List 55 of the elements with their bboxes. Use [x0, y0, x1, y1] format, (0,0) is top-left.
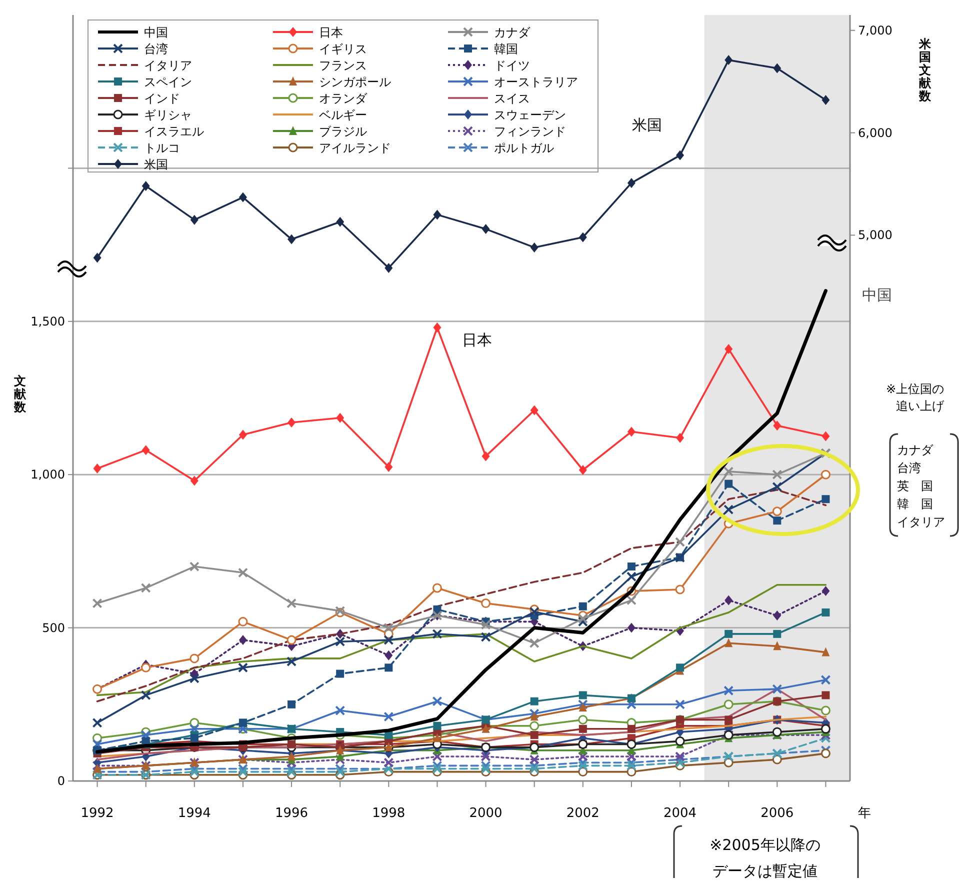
x-tick-label: 1996 — [274, 806, 308, 821]
legend-label: ギリシャ — [144, 108, 192, 122]
legend-label: 台湾 — [144, 42, 168, 56]
legend-label: シンガポール — [319, 75, 391, 89]
legend-label: トルコ — [144, 141, 180, 155]
x-tick-label: 2002 — [566, 806, 600, 821]
legend-label: イギリス — [319, 42, 367, 56]
legend-label: イタリア — [144, 58, 192, 72]
legend-label: ベルギー — [319, 108, 367, 122]
legend-label: インド — [144, 92, 180, 106]
legend-label: スウェーデン — [494, 108, 566, 122]
legend-label: オーストラリア — [494, 75, 578, 89]
y-tick-label: 0 — [57, 774, 65, 788]
legend-label: スペイン — [144, 75, 192, 89]
x-tick-label: 1992 — [80, 806, 114, 821]
y2-axis-title: 米国文献数 — [918, 37, 932, 103]
text: ※2005年以降の — [710, 836, 820, 854]
legend-label: 米国 — [144, 158, 168, 172]
y2-tick-label: 5,000 — [858, 228, 892, 242]
legend-label: ドイツ — [494, 58, 530, 72]
x-tick-label: 2004 — [663, 806, 697, 821]
legend-label: ポルトガル — [494, 141, 554, 155]
text: カナダ — [897, 443, 934, 457]
annotation: 日本 — [462, 331, 492, 349]
legend-label: ブラジル — [319, 124, 367, 138]
y-tick-label: 1,000 — [30, 468, 65, 482]
y2-tick-label: 6,000 — [858, 126, 892, 140]
x-axis-title: 年 — [858, 806, 871, 821]
legend-label: アイルランド — [319, 141, 391, 155]
legend-label: 韓国 — [494, 42, 518, 56]
y-tick-label: 500 — [42, 620, 65, 635]
x-tick-label: 1994 — [178, 806, 211, 821]
text: ※上位国の — [886, 382, 944, 396]
annotation: 米国 — [632, 116, 662, 134]
text: 追い上げ — [896, 399, 945, 413]
legend-label: カナダ — [494, 26, 531, 40]
text: 台湾 — [897, 461, 921, 475]
y-tick-label: 1,500 — [30, 314, 65, 328]
legend-label: フィンランド — [494, 124, 566, 138]
text: データは暫定値 — [712, 862, 818, 880]
text: 韓 国 — [897, 497, 933, 511]
x-tick-label: 2006 — [760, 806, 794, 821]
y-axis-title: 文献数 — [13, 374, 27, 414]
legend-label: オランダ — [319, 92, 368, 106]
legend-label: 中国 — [144, 26, 168, 40]
text: イタリア — [897, 515, 945, 529]
text: 英 国 — [897, 479, 933, 493]
x-tick-label: 2000 — [469, 806, 502, 821]
legend-label: スイス — [494, 92, 530, 106]
legend-label: イスラエル — [144, 124, 204, 138]
legend-label: フランス — [319, 58, 367, 72]
text: 中国 — [862, 286, 892, 304]
x-tick-label: 1998 — [372, 806, 406, 821]
legend-label: 日本 — [319, 26, 343, 40]
y2-tick-label: 7,000 — [858, 23, 892, 38]
